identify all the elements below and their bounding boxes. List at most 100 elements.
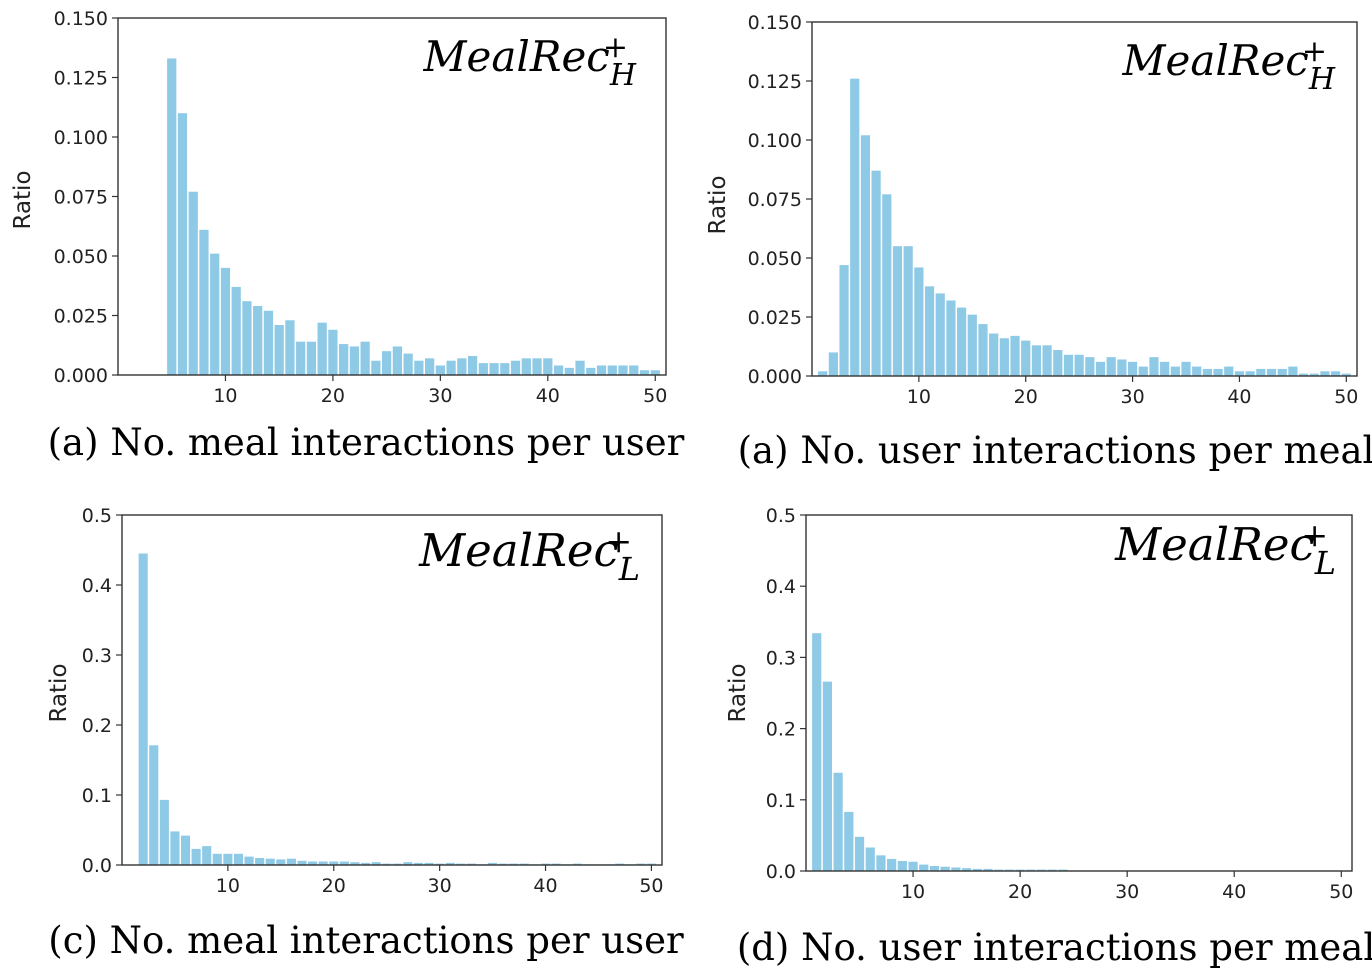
bar [382,863,392,865]
bar [242,301,252,375]
annotation-subscript: L [1314,544,1336,582]
bar [575,360,585,375]
bar [414,360,424,375]
bar [1160,361,1170,376]
bar [957,307,967,376]
annotation-base: MealRec [418,524,619,577]
annotation-base: MealRec [422,32,609,81]
bar [1015,869,1025,871]
bar [596,365,607,375]
bar [629,365,639,375]
annotation-subscript: H [609,58,637,93]
bar [532,358,542,375]
bar [424,358,435,375]
x-tick-label: 20 [321,385,345,407]
annotation-superscript: + [1301,516,1328,554]
bar [1095,361,1106,376]
bar [413,862,424,865]
bar [223,853,233,865]
bar [564,367,574,375]
y-tick-label: 0.000 [748,366,802,388]
chart-panel-4: 0.0 0.1 0.2 0.3 0.4 0.5 10 20 30 40 50 Ratio MealRec… [725,505,1372,969]
x-tick-label: 30 [1115,881,1139,903]
bar [435,863,445,865]
bar [1331,371,1341,376]
y-tick-label: 0.100 [54,127,108,149]
bar [457,358,467,375]
bar [509,863,519,865]
bar [244,856,254,865]
bar [646,863,656,865]
chart-panel-1: 0.000 0.025 0.050 0.075 0.100 0.125 0.150 10 20 3… [10,8,685,464]
x-tick-label: 10 [216,875,240,897]
panel-caption: (a) No. user interactions per meal [738,429,1372,472]
bar [467,355,478,375]
bar [177,113,188,375]
bar [1266,368,1277,376]
bar [1309,373,1319,376]
bar [1085,357,1095,376]
y-tick-label: 0.150 [54,8,108,30]
x-tick-label: 30 [428,385,452,407]
bar [961,868,972,871]
bar [1004,869,1015,871]
bar [978,324,988,376]
bar [1047,869,1057,871]
bar [994,869,1004,871]
bar [210,253,220,375]
dataset-annotation: MealRecH [1121,36,1335,97]
bar [1117,359,1127,376]
panel-caption: (a) No. meal interactions per user [48,421,685,464]
annotation-subscript: L [618,550,640,588]
bar [1058,869,1068,871]
bar [149,745,159,865]
y-tick-label: 0.150 [748,12,802,34]
bar [812,633,822,871]
bar [1320,371,1330,376]
bar [138,553,148,865]
bar [456,863,466,865]
annotation-subscript: H [1308,62,1336,97]
x-tick-label: 30 [428,875,452,897]
y-tick-label: 0.000 [54,365,108,387]
y-tick-label: 0.125 [54,68,108,90]
bar [392,346,402,375]
bar [1202,368,1212,376]
bar [339,861,349,865]
bar [1256,368,1266,376]
bar [253,305,263,375]
bar [871,170,881,376]
bar [276,859,286,865]
bar [371,862,381,865]
bar [255,858,265,865]
bar [296,341,306,375]
y-tick-label: 0.025 [748,307,802,329]
bar [1277,368,1287,376]
bar [983,868,993,871]
y-tick-label: 0.050 [748,248,802,270]
bar [854,836,865,871]
bar [543,358,553,375]
bar [446,360,456,375]
bar [510,360,521,375]
bar [865,847,875,871]
bar [639,370,650,375]
bar [924,286,935,376]
bar [1149,357,1159,376]
bar [233,853,244,865]
bar [350,862,360,865]
y-tick-label: 0.3 [766,647,796,669]
bar [1192,366,1202,376]
bar [263,310,274,375]
y-tick-label: 0.100 [748,130,802,152]
bar [818,371,828,376]
annotation-superscript: + [605,522,632,560]
y-tick-label: 0.5 [766,505,796,527]
bar [424,862,434,865]
plot-frame [121,514,663,866]
bar [844,811,854,871]
annotation-superscript: + [603,30,628,65]
x-tick-label: 20 [322,875,346,897]
bar [1234,371,1245,376]
